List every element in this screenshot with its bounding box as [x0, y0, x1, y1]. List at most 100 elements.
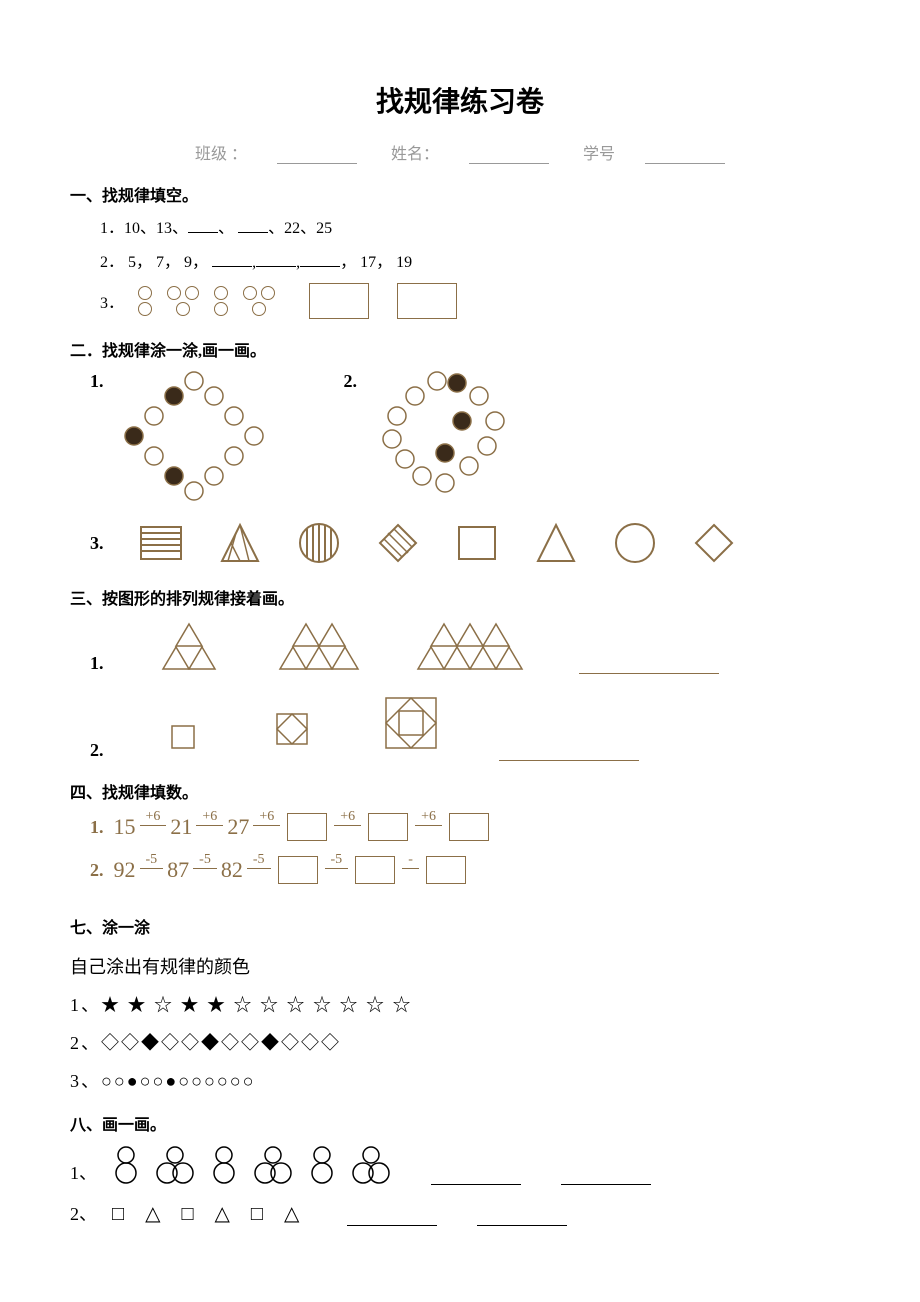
- q1-n1: 13: [156, 220, 172, 237]
- id-blank: [645, 148, 725, 164]
- r3-label: 3、: [70, 1071, 101, 1091]
- q1-prefix: 1．: [100, 220, 124, 237]
- r3-pattern: ○○●○○●○○○○○○: [101, 1071, 255, 1091]
- num-box: [368, 813, 408, 841]
- r1-label: 1、: [70, 995, 101, 1015]
- op: -5: [325, 852, 349, 869]
- num-box: [449, 813, 489, 841]
- answer-box: [397, 283, 457, 319]
- class-label: 班级 ：: [195, 146, 247, 163]
- circle-group-2v: [137, 285, 153, 317]
- diamond-diagram-1: [114, 371, 284, 506]
- answer-line: [579, 673, 719, 674]
- answer-slot: [477, 1210, 567, 1226]
- s4q2-n2: 82: [221, 857, 243, 883]
- q1-n2: 22: [284, 220, 300, 237]
- q1-blank: [238, 217, 268, 233]
- sep: 、: [172, 220, 188, 237]
- s8q2-label: 2、: [70, 1200, 97, 1226]
- s3q1-label: 1.: [90, 653, 104, 674]
- op: +6: [415, 809, 442, 826]
- num-box: [287, 813, 327, 841]
- nested-1: [154, 706, 209, 761]
- answer-slot: [347, 1210, 437, 1226]
- q1-blank: [188, 217, 218, 233]
- triangle-stack-4: [414, 619, 529, 674]
- hatched-triangle-icon: [218, 521, 262, 565]
- striped-circle-icon: [297, 521, 341, 565]
- page-title: 找规律练习卷: [70, 80, 850, 120]
- q2-blank: [300, 251, 340, 267]
- sec7-subtitle: 自己涂出有规律的颜色: [70, 953, 850, 979]
- sep: 、: [218, 220, 234, 237]
- triangle-stack-3: [274, 619, 364, 674]
- name-blank: [469, 148, 549, 164]
- circle-group-3: [242, 285, 276, 317]
- circle-stack-1: [308, 1145, 336, 1185]
- r1-pattern: ★ ★ ☆ ★ ★ ☆ ☆ ☆ ☆ ☆ ☆ ☆: [101, 995, 413, 1015]
- sec7-r2: 2、◇◇◆◇◇◆◇◇◆◇◇◇: [70, 1029, 850, 1055]
- q2-n2: 9: [184, 254, 192, 271]
- sec7-r1: 1、★ ★ ☆ ★ ★ ☆ ☆ ☆ ☆ ☆ ☆ ☆: [70, 991, 850, 1017]
- q2-prefix: 2．: [100, 254, 124, 271]
- circle-stack-1: [210, 1145, 238, 1185]
- sec3-q2: 2.: [90, 686, 850, 761]
- num-box: [278, 856, 318, 884]
- q2-n4: 19: [396, 254, 412, 271]
- empty-circle-icon: [613, 521, 657, 565]
- s8q1-label: 1、: [70, 1159, 97, 1185]
- name-label: 姓名：: [391, 146, 439, 163]
- sec1-q2: 2． 5， 7， 9， ,,， 17， 19: [100, 250, 850, 276]
- striped-square-icon: [139, 521, 183, 565]
- hatched-diamond-icon: [376, 521, 420, 565]
- info-line: 班级 ： 姓名： 学号: [70, 140, 850, 164]
- circle-stack-2: [155, 1145, 195, 1185]
- op: +6: [140, 809, 167, 826]
- sep: 、: [268, 220, 284, 237]
- triangle-stack-2: [154, 619, 224, 674]
- sec4-q2: 2. 92 -5 87 -5 82 -5 -5 -: [90, 856, 850, 884]
- q2-blank: [212, 251, 252, 267]
- nested-2: [259, 696, 324, 761]
- sec7-title: 七、涂一涂: [70, 914, 850, 938]
- class-blank: [277, 148, 357, 164]
- empty-square-icon: [455, 521, 499, 565]
- d2-label: 2.: [344, 371, 358, 392]
- s4q1-label: 1.: [90, 817, 104, 838]
- circle-group-3: [166, 285, 200, 317]
- s4q2-n0: 92: [114, 857, 136, 883]
- sec1-title: 一、找规律填空。: [70, 182, 850, 206]
- s4q1-n2: 27: [227, 814, 249, 840]
- op: -5: [193, 852, 217, 869]
- circle-group-2v: [213, 285, 229, 317]
- sec1-q3: 3．: [100, 283, 850, 319]
- sec8-q1: 1、: [70, 1145, 850, 1185]
- sep: 、: [300, 220, 316, 237]
- q2-n3: 17: [360, 254, 376, 271]
- sec2-d2: 2.: [344, 371, 528, 506]
- d1-label: 1.: [90, 371, 104, 392]
- q2-n0: 5: [128, 254, 136, 271]
- s3q2-label: 2.: [90, 740, 104, 761]
- circle-stack-2: [253, 1145, 293, 1185]
- empty-triangle-icon: [534, 521, 578, 565]
- answer-slot: [561, 1169, 651, 1185]
- sep: 、: [140, 220, 156, 237]
- sec4-q1: 1. 15 +6 21 +6 27 +6 +6 +6: [90, 813, 850, 841]
- sec8-q2: 2、 □ △ □ △ □ △: [70, 1200, 850, 1226]
- sec3-q1: 1.: [90, 619, 850, 674]
- num-box: [355, 856, 395, 884]
- q2-n1: 7: [156, 254, 164, 271]
- empty-diamond-icon: [692, 521, 736, 565]
- sec8-title: 八、画一画。: [70, 1111, 850, 1135]
- answer-slot: [431, 1169, 521, 1185]
- s4q1-n1: 21: [170, 814, 192, 840]
- s8q2-pattern: □ △ □ △ □ △: [112, 1201, 307, 1226]
- sec2-d1: 1.: [90, 371, 284, 506]
- sec1-q1: 1．10、13、、 、22、25: [100, 216, 850, 242]
- sec2-shapes: 3.: [90, 521, 850, 565]
- s4q1-n0: 15: [114, 814, 136, 840]
- q1-n0: 10: [124, 220, 140, 237]
- circle-stack-1: [112, 1145, 140, 1185]
- sec3-title: 三、按图形的排列规律接着画。: [70, 585, 850, 609]
